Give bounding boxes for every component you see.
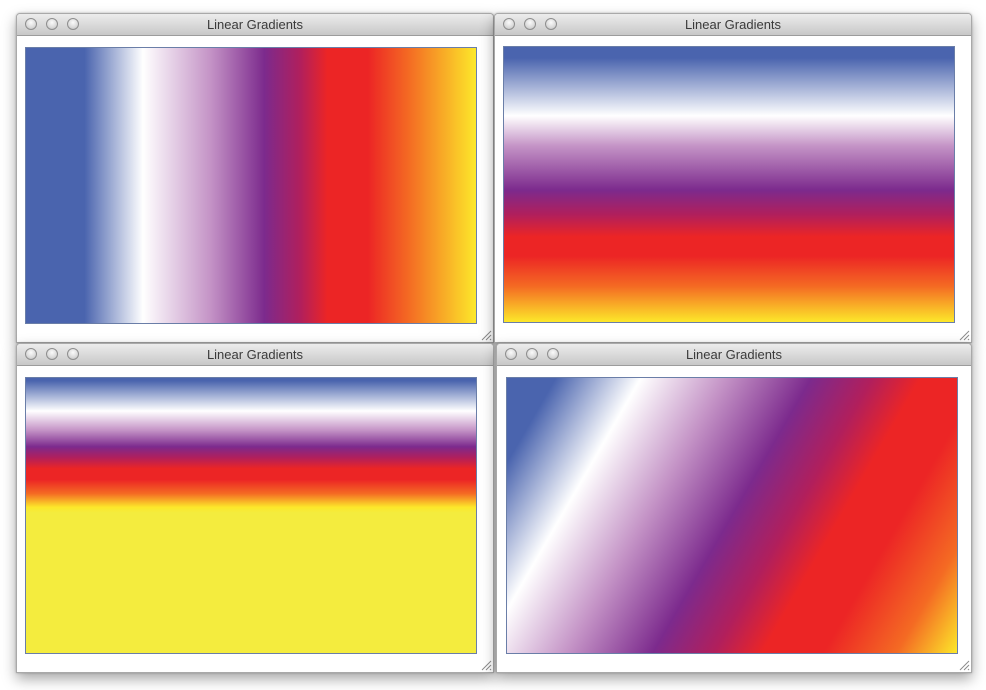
close-button[interactable] xyxy=(25,348,37,360)
gradient-window-vertical: Linear Gradients xyxy=(494,13,972,343)
window-title: Linear Gradients xyxy=(685,347,783,362)
gradient-window-diagonal: Linear Gradients xyxy=(496,343,972,673)
gradient-canvas xyxy=(506,377,958,654)
window-title: Linear Gradients xyxy=(684,17,782,32)
window-title: Linear Gradients xyxy=(206,17,304,32)
gradient-window-horizontal: Linear Gradients xyxy=(16,13,494,343)
minimize-button[interactable] xyxy=(46,348,58,360)
resize-grip-icon[interactable] xyxy=(959,330,970,341)
title-bar[interactable]: Linear Gradients xyxy=(495,14,971,36)
title-bar[interactable]: Linear Gradients xyxy=(497,344,971,366)
resize-grip-icon[interactable] xyxy=(959,660,970,671)
title-bar[interactable]: Linear Gradients xyxy=(17,14,493,36)
zoom-button[interactable] xyxy=(547,348,559,360)
gradient-canvas xyxy=(25,47,477,324)
gradient-canvas xyxy=(25,377,477,654)
zoom-button[interactable] xyxy=(545,18,557,30)
close-button[interactable] xyxy=(25,18,37,30)
gradient-canvas xyxy=(503,46,955,323)
title-bar[interactable]: Linear Gradients xyxy=(17,344,493,366)
zoom-button[interactable] xyxy=(67,348,79,360)
resize-grip-icon[interactable] xyxy=(481,660,492,671)
zoom-button[interactable] xyxy=(67,18,79,30)
resize-grip-icon[interactable] xyxy=(481,330,492,341)
close-button[interactable] xyxy=(505,348,517,360)
minimize-button[interactable] xyxy=(526,348,538,360)
gradient-window-vertical-compressed: Linear Gradients xyxy=(16,343,494,673)
window-title: Linear Gradients xyxy=(206,347,304,362)
minimize-button[interactable] xyxy=(46,18,58,30)
close-button[interactable] xyxy=(503,18,515,30)
minimize-button[interactable] xyxy=(524,18,536,30)
